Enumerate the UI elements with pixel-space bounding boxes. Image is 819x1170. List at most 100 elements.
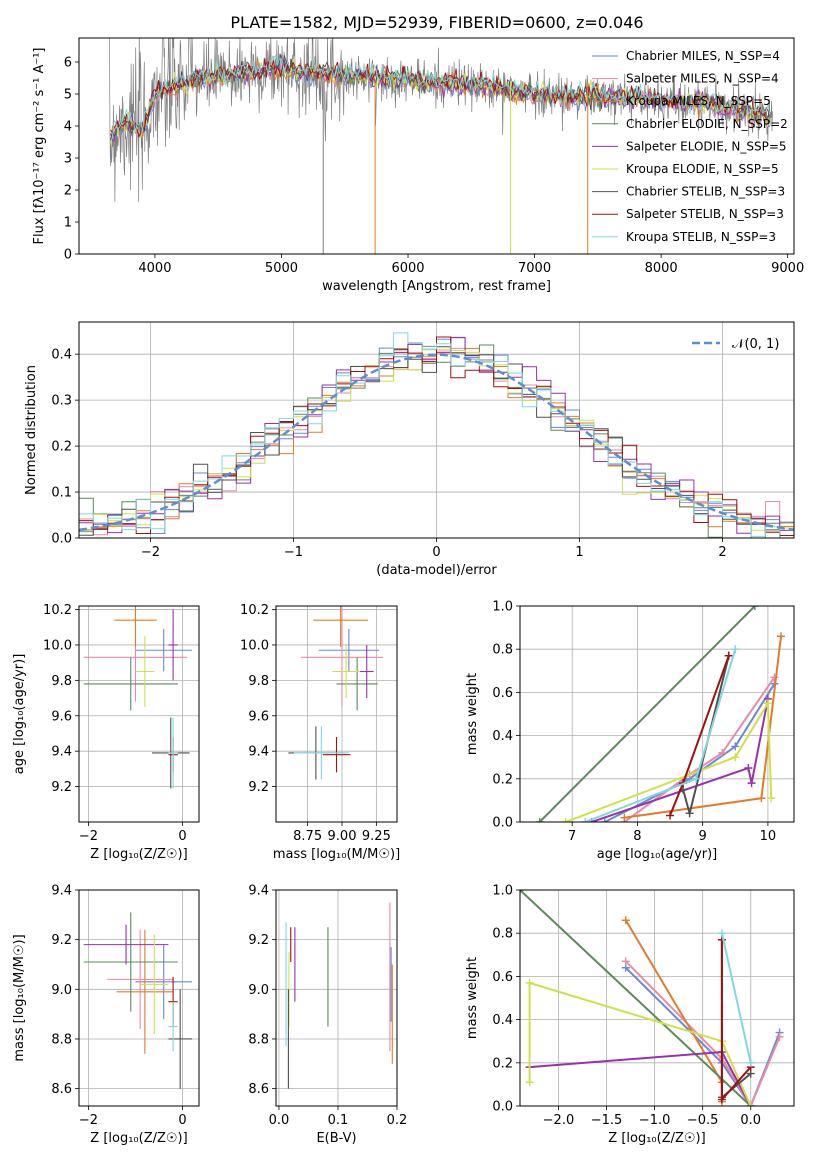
y-tick-label: 0 bbox=[64, 248, 72, 263]
legend-label: Salpeter MILES, N_SSP=4 bbox=[626, 72, 779, 86]
y-axis-label: mass weight bbox=[465, 957, 480, 1039]
x-tick-label: 2 bbox=[718, 545, 726, 560]
age-vs-mass-axes: 8.75 9.00 9.25 9.2 9.4 9.6 9.8 10.0 10.2 mass [lo… bbox=[240, 603, 400, 862]
x-tick-label: 0 bbox=[178, 829, 186, 844]
plot-area: Chabrier MILES, N_SSP=4 Salpeter MILES, N… bbox=[109, 38, 788, 254]
y-tick-label: 8.6 bbox=[51, 1082, 72, 1097]
x-tick-label: 8.75 bbox=[293, 829, 322, 844]
data-point-marker bbox=[750, 606, 759, 610]
y-tick-label: 8.8 bbox=[248, 1032, 269, 1047]
plot-area: 𝒩(0, 1) bbox=[79, 322, 794, 538]
mass-weight-vs-age-axes: 7 8 9 10 0.0 0.2 0.4 0.6 0.8 1.0 age [log₁₀(age/yr… bbox=[465, 600, 795, 862]
x-tick-label: −2 bbox=[141, 545, 160, 560]
x-axis-label: age [log₁₀(age/yr)] bbox=[597, 847, 718, 862]
plot-area bbox=[520, 606, 794, 822]
y-tick-label: 10.2 bbox=[43, 603, 72, 618]
plot-area bbox=[79, 606, 199, 822]
y-tick-label: 10.2 bbox=[240, 603, 269, 618]
x-tick-label: 0.0 bbox=[269, 1113, 290, 1128]
data-point-marker bbox=[717, 929, 726, 938]
y-tick-label: 0.4 bbox=[492, 1013, 513, 1028]
series-line bbox=[682, 655, 730, 818]
mass-weight-vs-z-axes: −2.0 −1.5 −1.0 −0.5 0.0 0.0 0.2 0.4 0.6 0.8 1.0 Z [… bbox=[465, 884, 795, 1146]
data-point-marker bbox=[621, 957, 630, 966]
x-tick-label: 0 bbox=[432, 545, 440, 560]
y-tick-label: 8.8 bbox=[51, 1032, 72, 1047]
x-tick-label: −0.5 bbox=[687, 1113, 719, 1128]
data-point-marker bbox=[746, 1102, 755, 1106]
plot-area bbox=[79, 890, 199, 1106]
y-tick-label: 0.2 bbox=[492, 772, 513, 787]
y-tick-label: 0.0 bbox=[51, 532, 72, 547]
y-axis-label: age [log₁₀(age/yr)] bbox=[12, 654, 27, 775]
x-tick-label: 9 bbox=[699, 829, 707, 844]
plot-area bbox=[520, 890, 794, 1106]
x-tick-label: 1 bbox=[575, 545, 583, 560]
mass-vs-ebv-axes: 0.0 0.1 0.2 8.6 8.8 9.0 9.2 9.4 E(B-V) bbox=[248, 884, 407, 1147]
spectrum-axes: Chabrier MILES, N_SSP=4 Salpeter MILES, N… bbox=[32, 37, 804, 294]
legend-label: Chabrier STELIB, N_SSP=3 bbox=[626, 185, 785, 199]
series-line bbox=[591, 698, 769, 822]
x-tick-label: 8000 bbox=[645, 261, 678, 276]
x-tick-label: 9.25 bbox=[362, 829, 391, 844]
y-tick-label: 9.4 bbox=[248, 745, 269, 760]
axes-frame bbox=[275, 889, 398, 1107]
data-point-marker bbox=[685, 809, 694, 818]
y-tick-label: 0.2 bbox=[51, 440, 72, 455]
data-point-marker bbox=[776, 632, 785, 641]
x-axis-label: Z [log₁₀(Z/Z☉)] bbox=[90, 1131, 187, 1146]
axes-frame bbox=[78, 605, 200, 823]
data-point-marker bbox=[525, 1078, 534, 1087]
y-tick-label: 9.2 bbox=[51, 780, 72, 795]
y-tick-label: 9.0 bbox=[51, 983, 72, 998]
x-tick-label: 7 bbox=[568, 829, 576, 844]
y-tick-label: 1 bbox=[64, 216, 72, 231]
series-line bbox=[720, 932, 752, 1064]
data-point-marker bbox=[718, 748, 727, 757]
x-tick-label: 4000 bbox=[138, 261, 171, 276]
y-tick-label: 10.0 bbox=[43, 638, 72, 653]
series-line bbox=[528, 981, 752, 1106]
x-tick-label: 7000 bbox=[518, 261, 551, 276]
data-point-marker bbox=[717, 1095, 726, 1104]
data-point-marker bbox=[747, 779, 756, 788]
x-axis-label: wavelength [Angstrom, rest frame] bbox=[322, 279, 551, 294]
y-tick-label: 0.8 bbox=[492, 643, 513, 658]
x-tick-label: 8 bbox=[633, 829, 641, 844]
normal-distribution-curve bbox=[79, 353, 794, 532]
y-tick-label: 9.2 bbox=[248, 933, 269, 948]
x-tick-label: −1.0 bbox=[639, 1113, 671, 1128]
legend-label: Chabrier ELODIE, N_SSP=2 bbox=[626, 117, 788, 131]
x-tick-label: 0.1 bbox=[328, 1113, 349, 1128]
y-tick-label: 9.0 bbox=[248, 983, 269, 998]
x-tick-label: 6000 bbox=[391, 261, 424, 276]
legend-label: Chabrier MILES, N_SSP=4 bbox=[626, 49, 780, 63]
series-line bbox=[529, 1050, 752, 1106]
y-axis-label: mass weight bbox=[465, 673, 480, 755]
data-point-marker bbox=[620, 813, 629, 822]
data-point-marker bbox=[621, 916, 630, 925]
plot-area bbox=[276, 890, 397, 1106]
x-tick-label: 9.00 bbox=[328, 829, 357, 844]
data-point-marker bbox=[731, 645, 740, 654]
y-tick-label: 8.6 bbox=[248, 1082, 269, 1097]
legend-label: Kroupa MILES, N_SSP=5 bbox=[626, 94, 771, 108]
y-tick-label: 9.6 bbox=[51, 709, 72, 724]
data-point-marker bbox=[746, 1058, 755, 1067]
data-point-marker bbox=[724, 651, 733, 660]
legend-label: Kroupa ELODIE, N_SSP=5 bbox=[626, 162, 779, 176]
y-tick-label: 3 bbox=[64, 152, 72, 167]
y-tick-label: 9.6 bbox=[248, 709, 269, 724]
x-tick-label: −1 bbox=[284, 545, 303, 560]
y-tick-label: 2 bbox=[64, 184, 72, 199]
y-tick-label: 9.4 bbox=[51, 884, 72, 899]
y-tick-label: 0.0 bbox=[492, 1100, 513, 1115]
x-axis-label: Z [log₁₀(Z/Z☉)] bbox=[90, 847, 187, 862]
y-tick-label: 0.1 bbox=[51, 486, 72, 501]
axes-frame bbox=[275, 605, 398, 823]
data-point-marker bbox=[600, 818, 609, 822]
residual-histogram-axes: 𝒩(0, 1) −2 −1 0 1 2 0.0 0.1 0.2 0.3 0.4 (data-model… bbox=[24, 321, 795, 578]
x-tick-label: 0 bbox=[178, 1113, 186, 1128]
y-axis-label: mass [log₁₀(M/M☉)] bbox=[12, 934, 27, 1061]
